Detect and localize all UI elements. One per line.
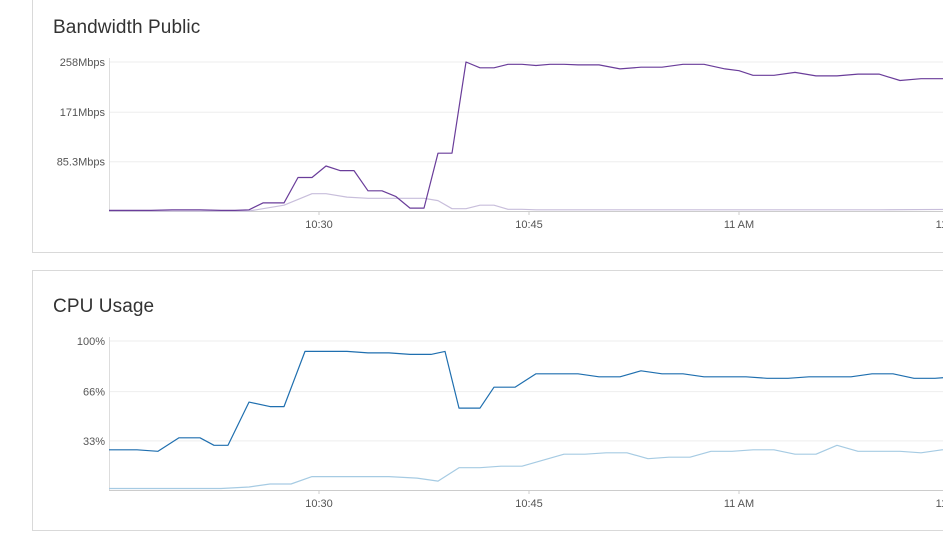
cpu-y-tick-label: 100% (77, 336, 105, 348)
bandwidth-y-tick-label: 258Mbps (60, 57, 106, 69)
bandwidth-x-tick-label: 11 AM (724, 219, 754, 231)
cpu-series-2-line (109, 444, 943, 490)
cpu-usage-title: CPU Usage (53, 296, 155, 317)
bandwidth-series-1-line (109, 61, 943, 211)
cpu-x-tick-label: 11 AM (724, 498, 754, 510)
bandwidth-public-chart: 85.3Mbps 171Mbps 258Mbps 10:30 10:45 11 AM 11:… (57, 57, 943, 231)
bandwidth-x-tick-label: 11:15 (936, 219, 943, 231)
cpu-x-tick-label: 11:15 (936, 498, 943, 510)
bandwidth-public-panel: Bandwidth Public 85.3Mbps 171Mbps 258Mbps 1… (32, 0, 943, 253)
cpu-x-tick-label: 10:30 (305, 498, 333, 510)
cpu-usage-chart: 33% 66% 100% 10:30 10:45 11 AM 11:15 (77, 336, 943, 510)
cpu-y-tick-label: 66% (83, 387, 105, 399)
cpu-y-tick-label: 33% (83, 436, 105, 448)
cpu-usage-panel: CPU Usage 33% 66% 100% 10:30 10:45 11 AM 11:15 (32, 270, 943, 531)
bandwidth-y-tick-label: 85.3Mbps (57, 157, 106, 169)
bandwidth-y-tick-label: 171Mbps (60, 107, 106, 119)
bandwidth-x-tick-label: 10:45 (515, 219, 543, 231)
cpu-x-tick-label: 10:45 (515, 498, 543, 510)
bandwidth-x-tick-label: 10:30 (305, 219, 333, 231)
bandwidth-public-title: Bandwidth Public (53, 17, 201, 38)
bandwidth-series-2-line (109, 193, 943, 212)
cpu-series-1-line (109, 350, 943, 452)
